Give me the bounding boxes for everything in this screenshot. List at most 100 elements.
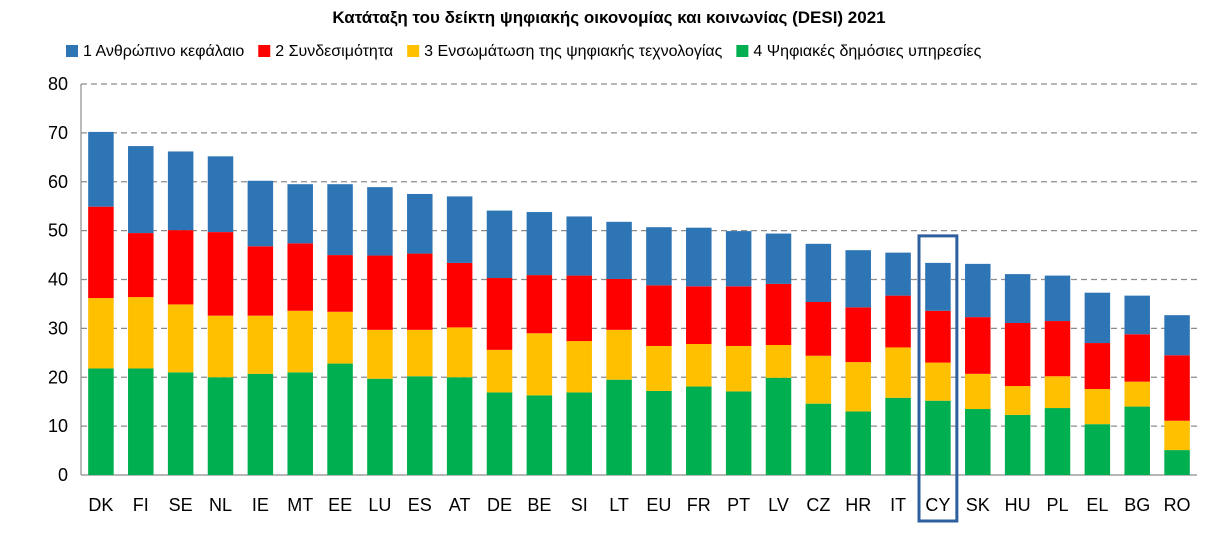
legend-label: 1 Ανθρώπινο κεφάλαιο — [83, 43, 244, 60]
bar-segment — [1124, 381, 1150, 407]
bar-stack-ie — [247, 180, 274, 475]
bar-stack-lv — [765, 233, 792, 475]
bar-segment — [247, 180, 274, 247]
x-tick-label: LV — [768, 495, 789, 515]
bars — [88, 131, 1190, 475]
x-tick-label: AT — [449, 495, 471, 515]
bar-segment — [207, 156, 234, 233]
x-tick-label: FI — [133, 495, 149, 515]
bar-segment — [1124, 406, 1150, 475]
bar-segment — [725, 286, 752, 346]
bar-segment — [367, 378, 393, 475]
bar-stack-lt — [606, 221, 632, 475]
chart-title: Κατάταξη του δείκτη ψηφιακής οικονομίας … — [332, 8, 885, 27]
bar-segment — [1044, 321, 1071, 377]
bar-segment — [765, 283, 792, 345]
bar-segment — [885, 252, 911, 296]
bar-segment — [526, 333, 553, 396]
legend-item: 1 Ανθρώπινο κεφάλαιο — [66, 43, 244, 60]
bar-stack-lu — [367, 187, 393, 475]
bar-stack-hu — [1004, 274, 1031, 475]
bar-stack-it — [885, 252, 911, 475]
bar-segment — [167, 304, 194, 373]
bar-segment — [1124, 295, 1150, 335]
bar-segment — [287, 243, 313, 311]
x-tick-label: HU — [1005, 495, 1031, 515]
bar-segment — [287, 184, 313, 244]
bar-segment — [845, 250, 871, 308]
legend-label: 3 Ενσωμάτωση της ψηφιακής τεχνολογίας — [424, 43, 722, 60]
bar-segment — [1044, 408, 1071, 475]
bar-segment — [606, 379, 632, 475]
legend: 1 Ανθρώπινο κεφάλαιο 2 Συνδεσιμότητα 3 Ενσ… — [66, 43, 982, 60]
bar-segment — [247, 246, 274, 316]
y-tick-label: 40 — [48, 270, 68, 290]
x-tick-label: CZ — [806, 495, 830, 515]
x-tick-label: PT — [727, 495, 750, 515]
bar-segment — [845, 362, 871, 412]
bar-segment — [1044, 275, 1071, 322]
bar-segment — [407, 329, 433, 377]
y-tick-label: 0 — [58, 465, 68, 485]
x-tick-label: DK — [88, 495, 113, 515]
bar-segment — [327, 184, 353, 256]
bar-segment — [845, 307, 871, 363]
bar-stack-nl — [207, 156, 234, 475]
x-tick-label: IE — [252, 495, 269, 515]
highlight-box — [917, 234, 959, 523]
bar-segment — [367, 255, 393, 330]
y-tick-label: 70 — [48, 123, 68, 143]
bar-stack-cy — [925, 262, 951, 475]
y-tick-label: 50 — [48, 221, 68, 241]
bar-segment — [1124, 334, 1150, 382]
y-tick-label: 80 — [48, 74, 68, 94]
bar-stack-eu — [646, 227, 672, 475]
bar-segment — [646, 390, 672, 475]
x-tick-label: BE — [527, 495, 551, 515]
x-axis-ticks: DK FI SE NL IE MT EE LU ES AT DE BE SI LT EU FR PT LV CZ HR… — [88, 495, 1190, 515]
bar-segment — [1164, 355, 1190, 421]
bar-segment — [925, 310, 951, 363]
x-tick-label: EE — [328, 495, 352, 515]
bar-segment — [446, 196, 473, 263]
legend-swatch — [258, 45, 271, 57]
bar-segment — [805, 355, 832, 404]
bar-segment — [446, 377, 473, 475]
bar-segment — [88, 298, 114, 369]
bar-segment — [1164, 315, 1190, 356]
bar-segment — [606, 279, 632, 330]
bar-stack-be — [526, 212, 553, 475]
bar-segment — [646, 227, 672, 286]
bar-segment — [885, 295, 911, 348]
x-tick-label: MT — [287, 495, 313, 515]
bar-segment — [128, 368, 154, 475]
bar-segment — [486, 278, 513, 350]
legend-swatch — [407, 45, 420, 57]
bar-segment — [765, 233, 792, 284]
bar-segment — [88, 206, 114, 299]
x-tick-label: RO — [1164, 495, 1191, 515]
bar-segment — [686, 344, 712, 387]
bar-segment — [1084, 388, 1111, 425]
bar-segment — [725, 345, 752, 392]
bar-segment — [1164, 450, 1190, 475]
bar-segment — [566, 392, 592, 475]
bar-segment — [247, 315, 274, 374]
bar-segment — [88, 131, 114, 207]
bar-segment — [88, 368, 114, 475]
x-tick-label: IT — [890, 495, 906, 515]
bar-segment — [1044, 376, 1071, 409]
bar-segment — [965, 409, 991, 475]
y-axis-ticks: 0 10 20 30 40 50 60 70 80 — [48, 74, 68, 485]
bar-segment — [526, 395, 553, 475]
x-tick-label: SK — [966, 495, 990, 515]
bar-segment — [725, 231, 752, 287]
legend-swatch — [736, 45, 749, 57]
bar-segment — [247, 373, 274, 475]
bar-segment — [526, 275, 553, 334]
bar-segment — [1004, 414, 1031, 475]
x-tick-label: NL — [209, 495, 232, 515]
bar-stack-at — [446, 196, 473, 475]
bar-segment — [407, 193, 433, 254]
